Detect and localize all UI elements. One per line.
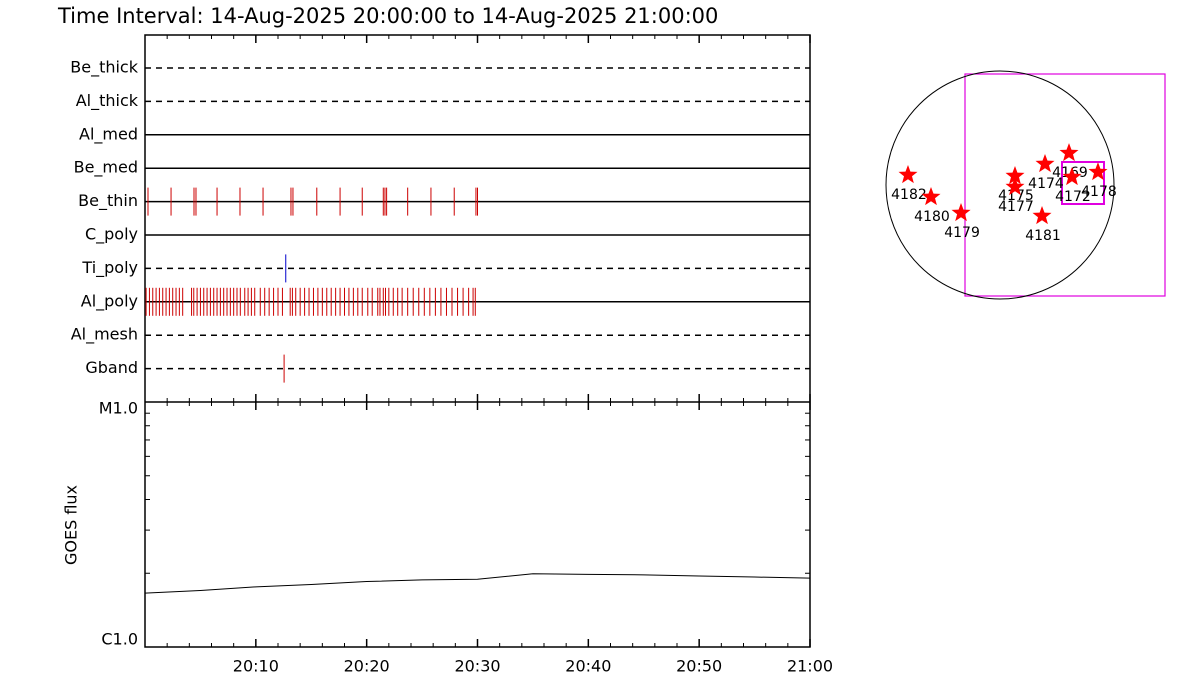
plot-frame (144, 34, 811, 648)
solar-disk (885, 70, 1115, 300)
row-label: Al_med (79, 124, 138, 144)
region-label: 4179 (944, 225, 980, 241)
region-label: 4181 (1025, 228, 1061, 244)
active-region (1088, 162, 1108, 181)
target-box (1061, 161, 1105, 205)
goes-curve (144, 573, 811, 594)
active-region (1032, 206, 1052, 225)
row-label: Gband (85, 358, 138, 377)
active-region (1062, 167, 1082, 186)
region-label: 4175 (998, 188, 1034, 204)
row-label: Be_thick (70, 58, 138, 78)
active-region (921, 187, 941, 206)
y-tick-label: M1.0 (99, 399, 138, 418)
row-label: Be_thin (78, 191, 138, 211)
x-tick-label: 20:40 (565, 657, 611, 676)
x-tick-label: 20:30 (454, 657, 500, 676)
chart-title: Time Interval: 14-Aug-2025 20:00:00 to 1… (57, 4, 718, 28)
x-tick-label: 20:50 (676, 657, 722, 676)
x-tick-label: 20:10 (233, 657, 279, 676)
x-tick-label: 20:20 (344, 657, 390, 676)
region-label: 4172 (1055, 189, 1091, 205)
active-region (1035, 154, 1055, 173)
row-label: Al_thick (76, 91, 139, 111)
x-tick-label: 21:00 (787, 657, 833, 676)
region-label: 4182 (891, 187, 927, 203)
region-label: 4177 (998, 199, 1034, 215)
region-label: 4180 (914, 209, 950, 225)
active-region (898, 165, 918, 184)
row-label: Ti_poly (81, 258, 138, 278)
active-region (1059, 143, 1079, 162)
row-label: C_poly (85, 225, 138, 245)
active-region (951, 203, 971, 222)
active-region (1005, 166, 1025, 185)
region-label: 4178 (1081, 184, 1117, 200)
active-region (1005, 177, 1025, 196)
y-axis-label: GOES flux (62, 485, 81, 565)
y-tick-label: C1.0 (101, 630, 138, 649)
row-label: Al_poly (81, 291, 138, 311)
fov-box (964, 73, 1166, 297)
row-label: Be_med (74, 158, 138, 178)
region-label: 4174 (1028, 176, 1064, 192)
row-label: Al_mesh (71, 325, 138, 345)
